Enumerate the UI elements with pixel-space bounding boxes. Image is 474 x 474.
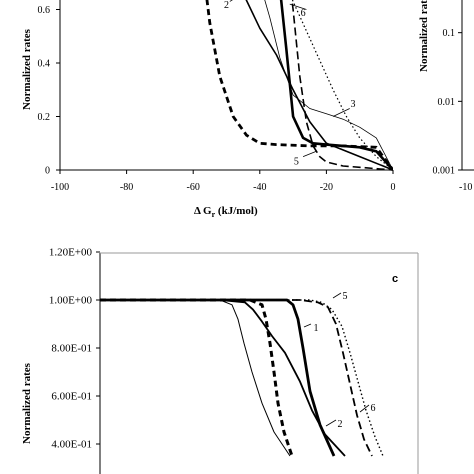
tl-leader-2 <box>229 0 233 2</box>
bt-series-label-2: 2 <box>338 419 343 430</box>
bt-y-ticks: 1.20E+00 1.00E+00 8.00E-01 6.00E-01 4.00E-01 <box>49 247 100 451</box>
tl-x-axis-label: Δ Gr (kJ/mol) <box>194 205 258 219</box>
tl-series-label-2: 2 <box>224 0 229 11</box>
bt-leader-2 <box>325 419 337 427</box>
bt-series-label-6: 6 <box>371 403 376 414</box>
bt-y-tick-label: 1.00E+00 <box>49 295 93 307</box>
tr-y-tick-label: 0.001 <box>433 166 456 177</box>
bt-y-tick-label: 1.20E+00 <box>49 247 93 259</box>
bt-series-line-3 <box>100 299 291 457</box>
tl-x-tick-label: -100 <box>51 182 69 193</box>
tl-y-axis-label: Normalized rates <box>21 28 33 110</box>
tl-leader-3 <box>332 108 350 117</box>
tl-series-line-5 <box>291 0 393 171</box>
panel-bottom: 1 2 5 6 1.20E+00 1.00E+00 8.00E-01 6.00E-01 4.0… <box>21 247 419 474</box>
tl-x-tick-label: -40 <box>253 182 266 193</box>
tl-y-tick-label: 0.2 <box>38 112 51 123</box>
tl-x-axis-label-units: (kJ/mol) <box>215 205 258 217</box>
bt-series-line-2 <box>100 299 346 457</box>
bt-series-line-4 <box>100 298 294 457</box>
bt-series-line-6 <box>100 299 384 457</box>
tl-series-label-5: 5 <box>294 157 299 168</box>
bt-y-axis-label: Normalized rates <box>21 362 33 444</box>
tl-y-tick-label: 0.4 <box>38 59 51 70</box>
bt-leader-5 <box>332 292 342 299</box>
tr-y-ticks: 0.1 0.01 0.001 <box>433 28 462 177</box>
tl-series-group: 23456 <box>205 0 393 171</box>
bt-series-label-1: 1 <box>314 323 319 334</box>
tl-leader-6 <box>289 3 307 10</box>
tl-x-tick-label: -60 <box>187 182 200 193</box>
tl-leader-5 <box>302 150 317 157</box>
bt-series-group: 1 2 5 6 <box>100 291 384 457</box>
panel-top-right: Normalized rates 0.1 0.01 0.001 -10 <box>418 0 474 193</box>
tl-y-tick-label: 0.6 <box>38 5 51 16</box>
bt-panel-label: c <box>392 273 398 285</box>
tl-y-tick-label: 0 <box>45 166 50 177</box>
tr-y-tick-label: 0.01 <box>438 97 456 108</box>
tl-series-line-2 <box>245 0 393 171</box>
bt-y-tick-label: 8.00E-01 <box>51 343 92 355</box>
panel-top-left: 23456 -100-80-60-40-200 00.20.40.6 Norma… <box>21 0 396 219</box>
tr-y-axis-label: Normalized rates <box>418 0 430 72</box>
tl-series-label-3: 3 <box>351 99 356 110</box>
tl-series-line-3 <box>264 0 393 171</box>
tl-x-tick-label: 0 <box>391 182 396 193</box>
bt-y-tick-label: 6.00E-01 <box>51 391 92 403</box>
tl-series-line-4 <box>205 0 393 171</box>
bt-leader-6 <box>359 404 370 413</box>
bt-leader-1 <box>303 323 312 328</box>
tr-y-tick-label: 0.1 <box>443 28 456 39</box>
tl-series-label-6: 6 <box>301 8 306 19</box>
bt-series-label-5: 5 <box>343 291 348 302</box>
bt-series-line-5 <box>100 299 373 457</box>
tl-y-ticks: 0 0.2 0.4 0.6 <box>38 5 60 177</box>
tl-x-axis-label-main: Δ G <box>194 205 212 217</box>
tl-x-tick-label: -80 <box>120 182 133 193</box>
tr-x-tick-label: -10 <box>459 182 472 193</box>
tl-x-axis-label-sub: r <box>212 210 216 219</box>
tl-x-tick-label: -20 <box>320 182 333 193</box>
tl-x-ticks: -100 -80 -60 -40 -20 0 <box>51 170 396 193</box>
bt-y-tick-label: 4.00E-01 <box>51 439 92 451</box>
